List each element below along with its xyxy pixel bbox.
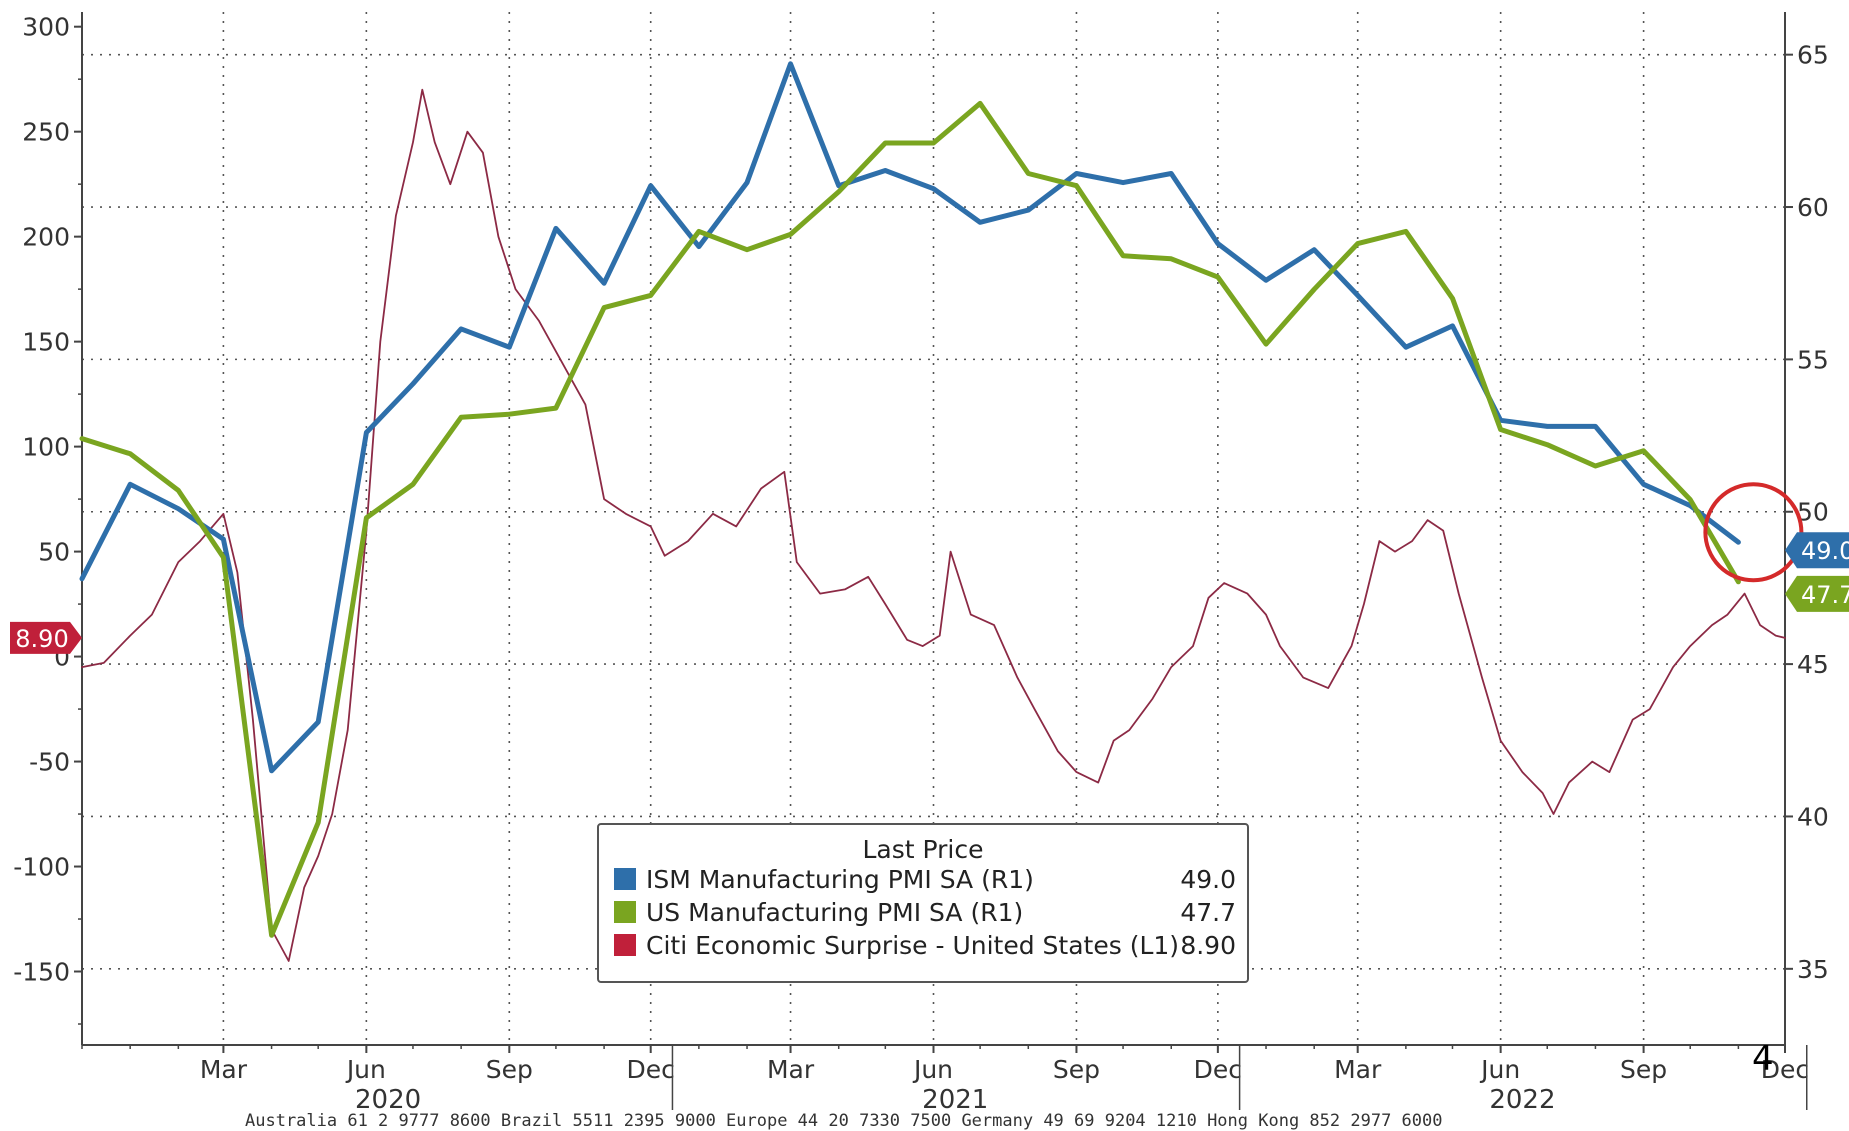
left-tick-label: 250 [22, 118, 70, 147]
x-tick-label: Jun [912, 1055, 953, 1084]
legend-title: Last Price [862, 835, 983, 864]
left-badge-shape [10, 621, 82, 654]
legend-value: 49.0 [1180, 865, 1236, 894]
right-badge-ism: 49.0 [1785, 532, 1849, 569]
left-value-badge: 8.90 [10, 621, 82, 654]
x-tick-label: Dec [1761, 1055, 1809, 1084]
citi-surprise-line [81, 88, 1786, 962]
left-tick-label: -50 [29, 748, 70, 777]
right-tick-label: 55 [1797, 345, 1829, 374]
right-badge-ism-text: 49.0 [1801, 537, 1849, 565]
left-tick-label: 200 [22, 223, 70, 252]
right-tick-label: 45 [1797, 650, 1829, 679]
legend-swatch [614, 868, 636, 890]
left-tick-label: -100 [13, 853, 70, 882]
x-tick-label: Jun [1479, 1055, 1520, 1084]
legend-value: 8.90 [1180, 931, 1236, 960]
corner-mark: 4 [1752, 1039, 1774, 1079]
legend-box [597, 823, 1249, 983]
left-tick-label: 50 [38, 538, 70, 567]
ism-pmi-line [79, 61, 1741, 774]
legend-value: 47.7 [1180, 898, 1236, 927]
x-tick-label: Dec [1194, 1055, 1242, 1084]
year-label: 2022 [1489, 1085, 1555, 1115]
series-lines [79, 61, 1786, 962]
us-pmi-line [79, 100, 1741, 938]
x-tick-label: Mar [1334, 1055, 1382, 1084]
right-badge-us-text: 47.7 [1801, 581, 1849, 609]
left-tick-label: 300 [22, 13, 70, 42]
right-tick-label: 60 [1797, 193, 1829, 222]
x-tick-label: Sep [1620, 1055, 1667, 1084]
axes: 300250200150100500-50-100-15065605550454… [13, 12, 1829, 1131]
x-tick-label: Dec [627, 1055, 675, 1084]
right-badge-us: 47.7 [1785, 575, 1849, 612]
legend-label: US Manufacturing PMI SA (R1) [646, 898, 1023, 927]
legend-label: ISM Manufacturing PMI SA (R1) [646, 865, 1034, 894]
x-tick-label: Mar [767, 1055, 815, 1084]
right-tick-label: 40 [1797, 802, 1829, 831]
right-tick-label: 65 [1797, 41, 1829, 70]
left-tick-label: 100 [22, 433, 70, 462]
x-tick-label: Sep [1053, 1055, 1100, 1084]
legend-label: Citi Economic Surprise - United States (… [646, 931, 1179, 960]
left-tick-label: 150 [22, 328, 70, 357]
x-tick-label: Jun [345, 1055, 386, 1084]
x-tick-label: Sep [486, 1055, 533, 1084]
chart-overlays: 8.90 49.0 47.7 4 [10, 482, 1849, 1079]
legend-swatch [614, 901, 636, 923]
legend-swatch [614, 934, 636, 956]
year-label: 2021 [922, 1085, 988, 1115]
year-label: 2020 [355, 1085, 421, 1115]
right-badge-ism-shape [1785, 532, 1849, 569]
highlight-circle [1703, 482, 1804, 583]
right-tick-label: 35 [1797, 955, 1829, 984]
right-badge-us-shape [1785, 575, 1849, 612]
left-tick-label: -150 [13, 958, 70, 987]
x-tick-label: Mar [200, 1055, 248, 1084]
left-badge-text: 8.90 [15, 625, 68, 653]
footnote: Australia 61 2 9777 8600 Brazil 5511 239… [245, 1111, 1442, 1131]
